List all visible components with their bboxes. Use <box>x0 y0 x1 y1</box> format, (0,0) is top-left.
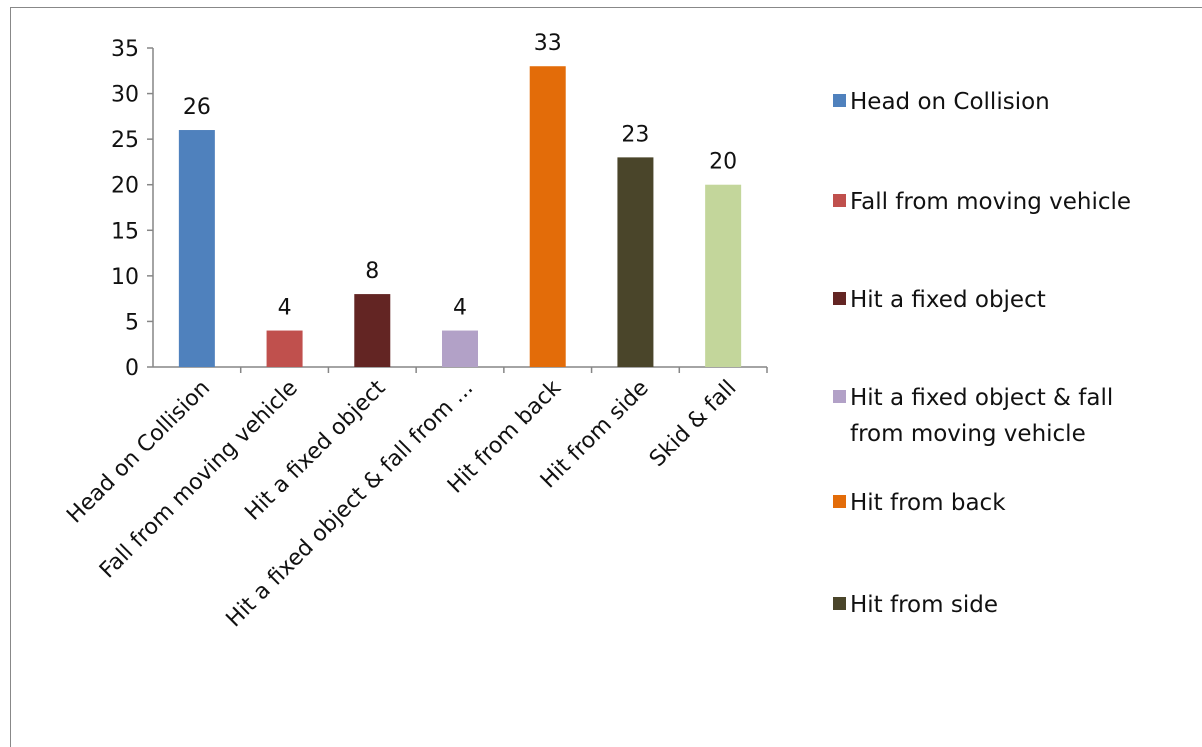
legend-item: Fall from moving vehicle <box>833 189 1131 215</box>
y-tick-label: 20 <box>111 174 139 199</box>
bar <box>617 157 654 367</box>
y-tick-label: 35 <box>111 37 139 62</box>
legend-swatch <box>833 390 846 403</box>
bar <box>442 330 478 367</box>
y-tick-label: 15 <box>111 219 139 244</box>
data-label: 23 <box>621 122 649 147</box>
legend-swatch <box>833 495 846 508</box>
x-tick-label: Skid & fall <box>645 376 741 472</box>
data-label: 26 <box>183 95 211 120</box>
data-label: 20 <box>709 150 737 175</box>
bar <box>705 184 742 367</box>
legend-item: Hit from back <box>833 490 1006 516</box>
legend-swatch <box>833 94 846 107</box>
legend-label: Hit a fixed object <box>850 287 1046 313</box>
data-label: 8 <box>365 259 379 284</box>
chart-frame <box>10 7 1202 747</box>
x-tick-label: Head on Collision <box>62 376 215 529</box>
data-label: 4 <box>453 296 467 321</box>
bar <box>529 66 566 367</box>
legend-item: Hit a fixed object <box>833 287 1046 313</box>
legend-swatch <box>833 597 846 610</box>
bar <box>354 294 391 367</box>
legend-label: Hit from back <box>850 490 1006 516</box>
legend-label: from moving vehicle <box>850 421 1086 447</box>
legend-swatch <box>833 292 846 305</box>
data-label: 33 <box>534 31 562 56</box>
legend-label: Fall from moving vehicle <box>850 189 1131 215</box>
legend-item: Hit from side <box>833 592 998 618</box>
y-tick-label: 25 <box>111 128 139 153</box>
bar <box>178 130 215 367</box>
legend-label: Hit a fixed object & fall <box>850 385 1113 411</box>
bars <box>178 66 742 367</box>
legend-item: Head on Collision <box>833 89 1050 115</box>
y-tick-label: 5 <box>125 310 139 335</box>
data-label: 4 <box>278 296 292 321</box>
y-tick-label: 10 <box>111 265 139 290</box>
bar-chart: 0 5 10 15 20 25 30 35 26 4 8 4 33 23 20 Head on Colli… <box>62 31 1131 632</box>
data-labels: 26 4 8 4 33 23 20 <box>183 31 737 320</box>
y-tick-label: 0 <box>125 356 139 381</box>
legend-swatch <box>833 194 846 207</box>
legend: Head on Collision Fall from moving vehicl… <box>833 89 1131 618</box>
legend-label: Head on Collision <box>850 89 1050 115</box>
legend-label: Hit from side <box>850 592 998 618</box>
legend-item: Hit a fixed object & fall from moving veh… <box>833 385 1113 447</box>
y-tick-label: 30 <box>111 83 139 108</box>
bar <box>266 330 303 367</box>
